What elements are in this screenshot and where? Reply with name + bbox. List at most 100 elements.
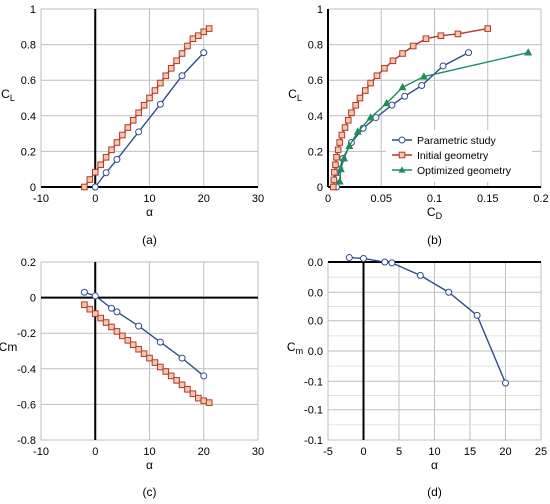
data-point [330, 176, 338, 184]
data-point [401, 92, 409, 100]
y-tick-label: -0.8 [17, 435, 36, 447]
data-point [178, 72, 186, 80]
data-point [119, 131, 126, 139]
panel-caption: (b) [427, 233, 442, 247]
tick-labels: -5 0 5 10 15 20 25 -0.1 -0.1 -0.1 0.0 0.0 0.0 0.0 [304, 257, 547, 458]
data-point [333, 153, 340, 161]
data-point [360, 254, 367, 262]
data-point [146, 94, 153, 102]
data-point [157, 79, 164, 87]
x-tick-label: 10 [428, 446, 440, 458]
data-point [173, 377, 180, 384]
data-point [484, 25, 492, 32]
legend-label: Parametric study [417, 135, 497, 147]
data-point [129, 116, 137, 124]
data-point [332, 161, 339, 169]
x-tick-label: 0.15 [477, 193, 498, 205]
data-point [91, 168, 99, 176]
data-point [382, 98, 391, 107]
data-point [135, 109, 142, 117]
data-point [352, 101, 359, 109]
zero-axes [328, 261, 541, 440]
data-point [465, 49, 473, 57]
legend: Parametric study Initial geometry Optimize… [386, 130, 532, 182]
data-point [419, 72, 428, 80]
data-point [454, 30, 462, 38]
x-axis-label: CD [427, 205, 443, 221]
data-point [91, 292, 99, 300]
data-point [366, 113, 375, 121]
grid [327, 261, 542, 441]
data-point [381, 64, 388, 72]
data-point [422, 35, 430, 43]
y-axis-label-main: C [288, 87, 297, 101]
y-tick-label: 0.2 [21, 257, 36, 269]
y-tick-label: -0.2 [17, 328, 36, 340]
x-tick-label: 0.2 [533, 193, 548, 205]
data-point [335, 177, 344, 185]
x-tick-label: 0.1 [427, 193, 442, 205]
data-point [416, 271, 424, 279]
data-point [195, 394, 202, 402]
x-tick-label: 25 [535, 446, 547, 458]
y-tick-label: 0.8 [308, 40, 323, 52]
data-point [124, 124, 132, 131]
data-point [361, 87, 369, 94]
data-point [502, 379, 509, 387]
data-point [338, 131, 346, 139]
y-tick-label: -0.1 [304, 376, 323, 388]
x-tick-label: 0 [92, 193, 98, 205]
x-tick-label: 0 [360, 446, 366, 458]
data-point [151, 359, 159, 366]
data-point [81, 301, 88, 309]
data-point [445, 288, 453, 296]
data-point [389, 57, 397, 65]
data-point [189, 390, 197, 398]
data-point [473, 311, 481, 319]
y-tick-label: 0.4 [308, 111, 323, 123]
data-point [97, 161, 104, 169]
x-axis-label-main: C [427, 205, 436, 219]
data-point [356, 94, 364, 102]
legend-background [386, 130, 532, 182]
data-point [108, 146, 115, 154]
series-line [339, 51, 529, 182]
series-square [81, 25, 213, 191]
data-point [334, 146, 342, 154]
data-point [135, 322, 143, 330]
data-point [91, 183, 99, 191]
x-tick-label: 0.05 [371, 193, 392, 205]
data-point [124, 337, 132, 344]
data-point [336, 139, 344, 146]
data-point [86, 305, 94, 313]
y-tick-label: 0.8 [21, 40, 36, 52]
y-tick-label: 0.0 [308, 287, 323, 299]
legend-item: Optimized geometry [392, 165, 512, 177]
x-tick-label: 20 [198, 193, 210, 205]
data-point [91, 310, 99, 317]
data-point [151, 87, 159, 94]
x-tick-label: -10 [33, 193, 49, 205]
data-point [439, 62, 447, 70]
data-point [140, 350, 148, 357]
data-point [173, 57, 180, 65]
y-axis-label-sub: L [10, 93, 15, 103]
series-line [84, 291, 205, 377]
x-tick-label: 5 [396, 446, 402, 458]
zero-axes [327, 9, 541, 188]
panel-caption: (a) [142, 233, 157, 247]
y-axis-label: CL [288, 87, 302, 103]
data-point [167, 64, 175, 72]
x-axis-label: α [146, 205, 153, 219]
data-point [330, 183, 337, 191]
series-triangle [335, 48, 533, 185]
data-point [184, 385, 191, 393]
data-point [200, 372, 208, 380]
y-tick-label: -0.1 [304, 405, 323, 417]
y-axis-label: CL [1, 87, 15, 103]
y-tick-label: 1 [30, 4, 36, 16]
data-point [86, 176, 94, 183]
data-point [388, 259, 396, 267]
data-point [367, 79, 374, 87]
